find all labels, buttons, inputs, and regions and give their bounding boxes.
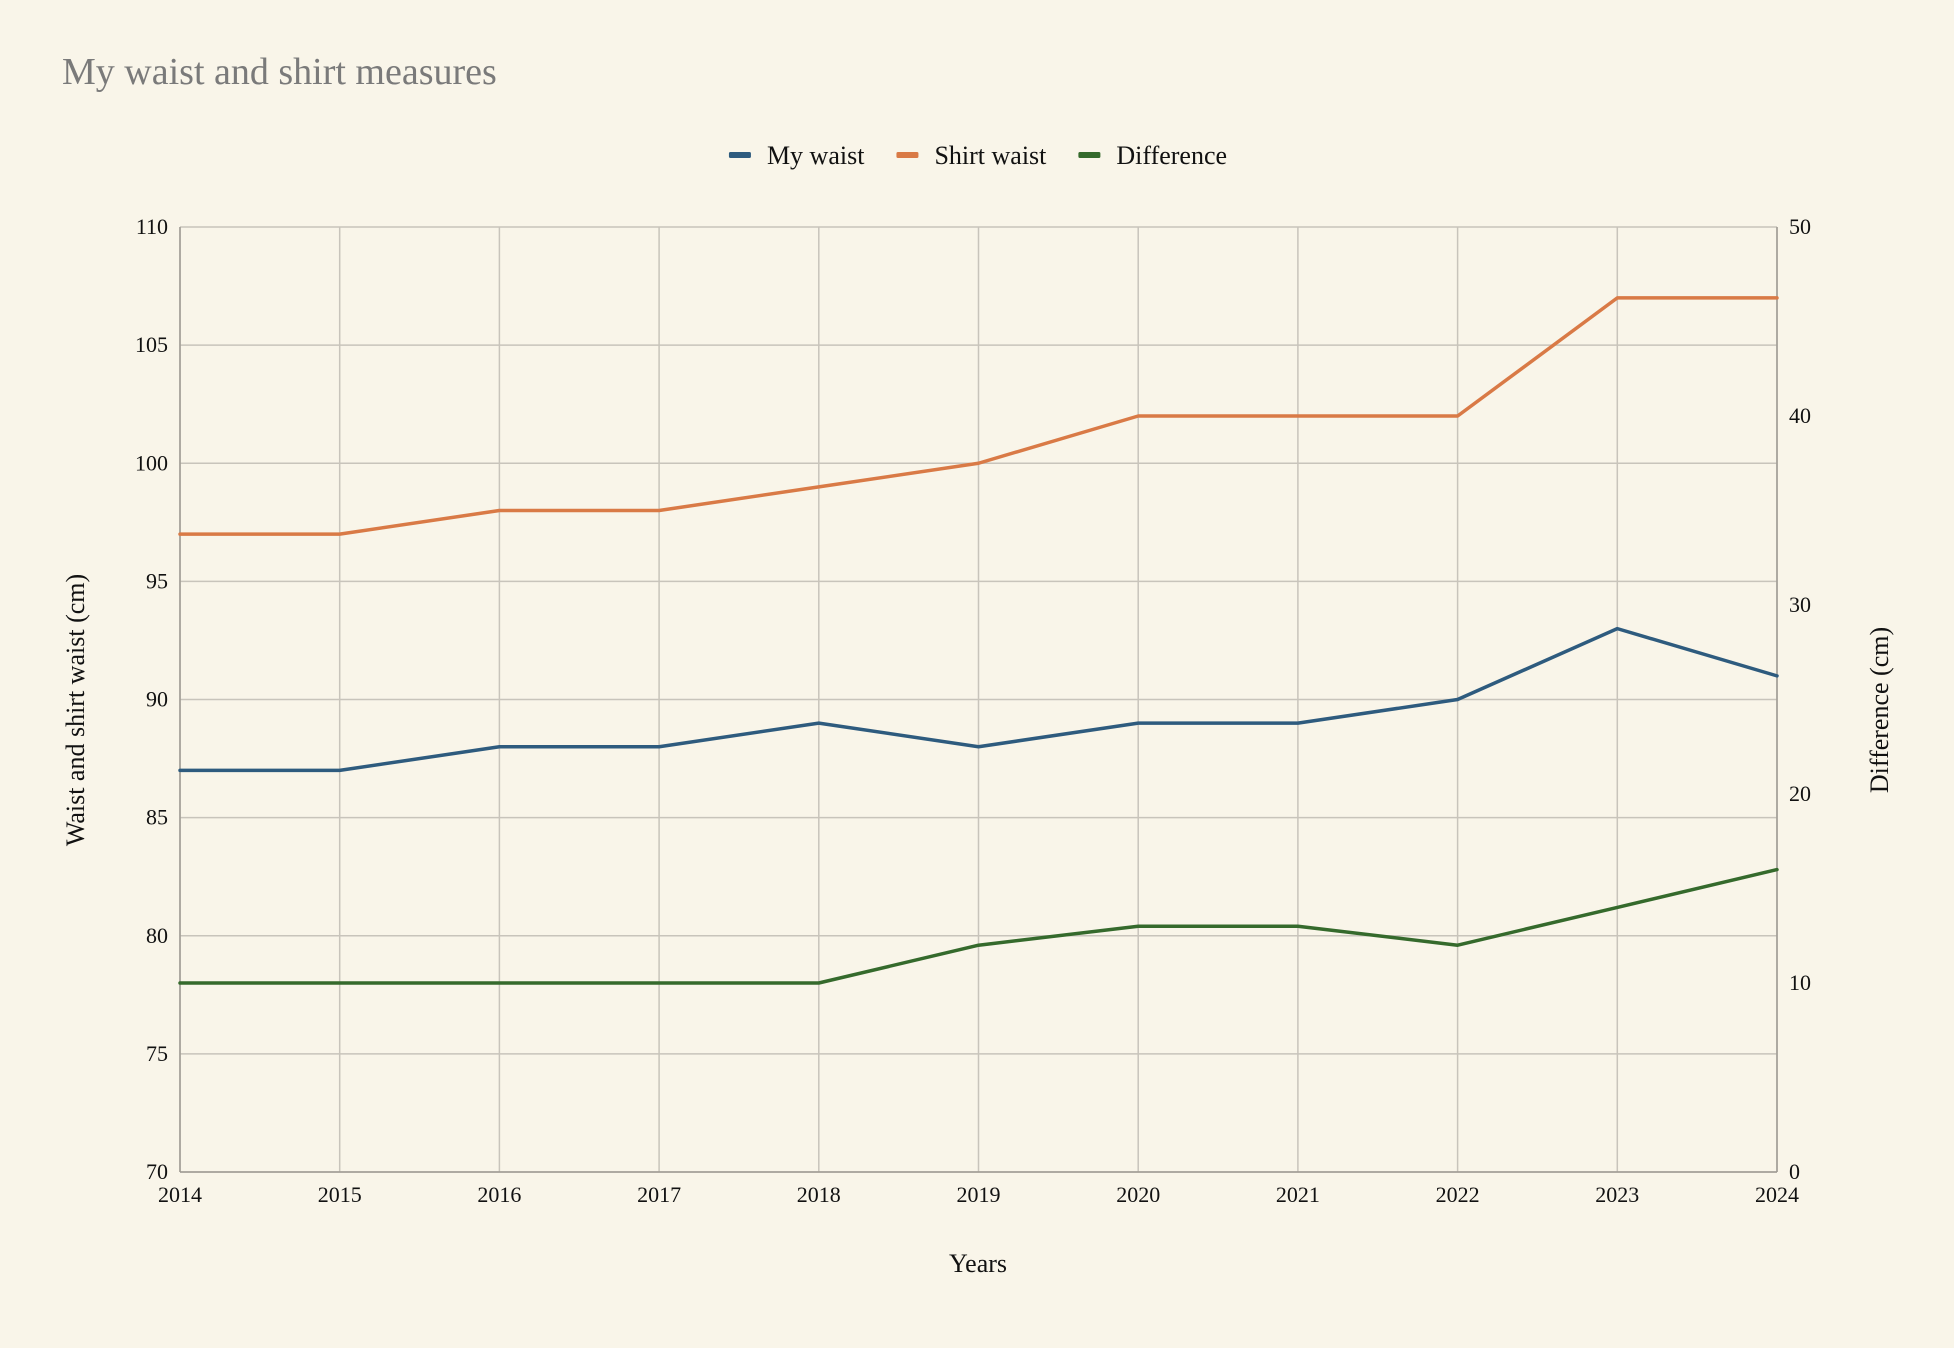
x-tick-label: 2015: [318, 1182, 362, 1207]
y-tick-label-right: 10: [1789, 970, 1811, 995]
axes: 70 75 80 85 90 95 100 105 110 0 10 20 30 40 50 2014 2015…: [135, 214, 1811, 1207]
legend-swatch: [896, 152, 919, 158]
x-axis-title: Years: [949, 1249, 1007, 1278]
y-tick-label-left: 95: [146, 568, 168, 593]
y-tick-label-left: 80: [146, 923, 168, 948]
x-tick-label: 2014: [158, 1182, 202, 1207]
x-tick-label: 2018: [797, 1182, 841, 1207]
y-tick-label-left: 105: [135, 332, 168, 357]
series-line-my-waist: [178, 626, 1779, 773]
legend-label: Shirt waist: [934, 141, 1047, 170]
y-tick-label-left: 100: [135, 450, 168, 475]
y-tick-label-left: 70: [146, 1159, 168, 1184]
y-axis-title-left: Waist and shirt waist (cm): [61, 574, 90, 846]
x-tick-label: 2021: [1276, 1182, 1320, 1207]
x-tick-label: 2019: [957, 1182, 1001, 1207]
series-lines: [178, 296, 1779, 985]
y-tick-label-left: 85: [146, 805, 168, 830]
legend-swatch: [728, 152, 751, 158]
y-axis-title-right: Difference (cm): [1865, 627, 1894, 793]
y-tick-label-right: 0: [1789, 1159, 1800, 1184]
legend: My waist Shirt waist Difference: [728, 141, 1227, 170]
legend-label: Difference: [1116, 141, 1227, 170]
y-tick-label-right: 30: [1789, 592, 1811, 617]
legend-label: My waist: [767, 141, 865, 170]
legend-item-shirt-waist[interactable]: Shirt waist: [896, 141, 1047, 170]
x-tick-label: 2024: [1755, 1182, 1799, 1207]
grid: [179, 226, 1778, 1173]
legend-swatch: [1078, 152, 1101, 158]
y-tick-label-right: 40: [1789, 403, 1811, 428]
series-line-shirt-waist: [178, 296, 1779, 536]
x-tick-label: 2020: [1116, 1182, 1160, 1207]
x-tick-label: 2023: [1595, 1182, 1639, 1207]
y-tick-label-left: 75: [146, 1041, 168, 1066]
y-tick-label-right: 50: [1789, 214, 1811, 239]
x-tick-label: 2016: [477, 1182, 521, 1207]
y-tick-label-left: 110: [136, 214, 168, 239]
y-tick-label-left: 90: [146, 687, 168, 712]
y-tick-label-right: 20: [1789, 781, 1811, 806]
legend-item-my-waist[interactable]: My waist: [728, 141, 865, 170]
x-tick-label: 2022: [1436, 1182, 1480, 1207]
chart-title: My waist and shirt measures: [62, 51, 497, 93]
legend-item-difference[interactable]: Difference: [1078, 141, 1227, 170]
x-tick-label: 2017: [637, 1182, 681, 1207]
series-line-difference: [178, 867, 1779, 985]
